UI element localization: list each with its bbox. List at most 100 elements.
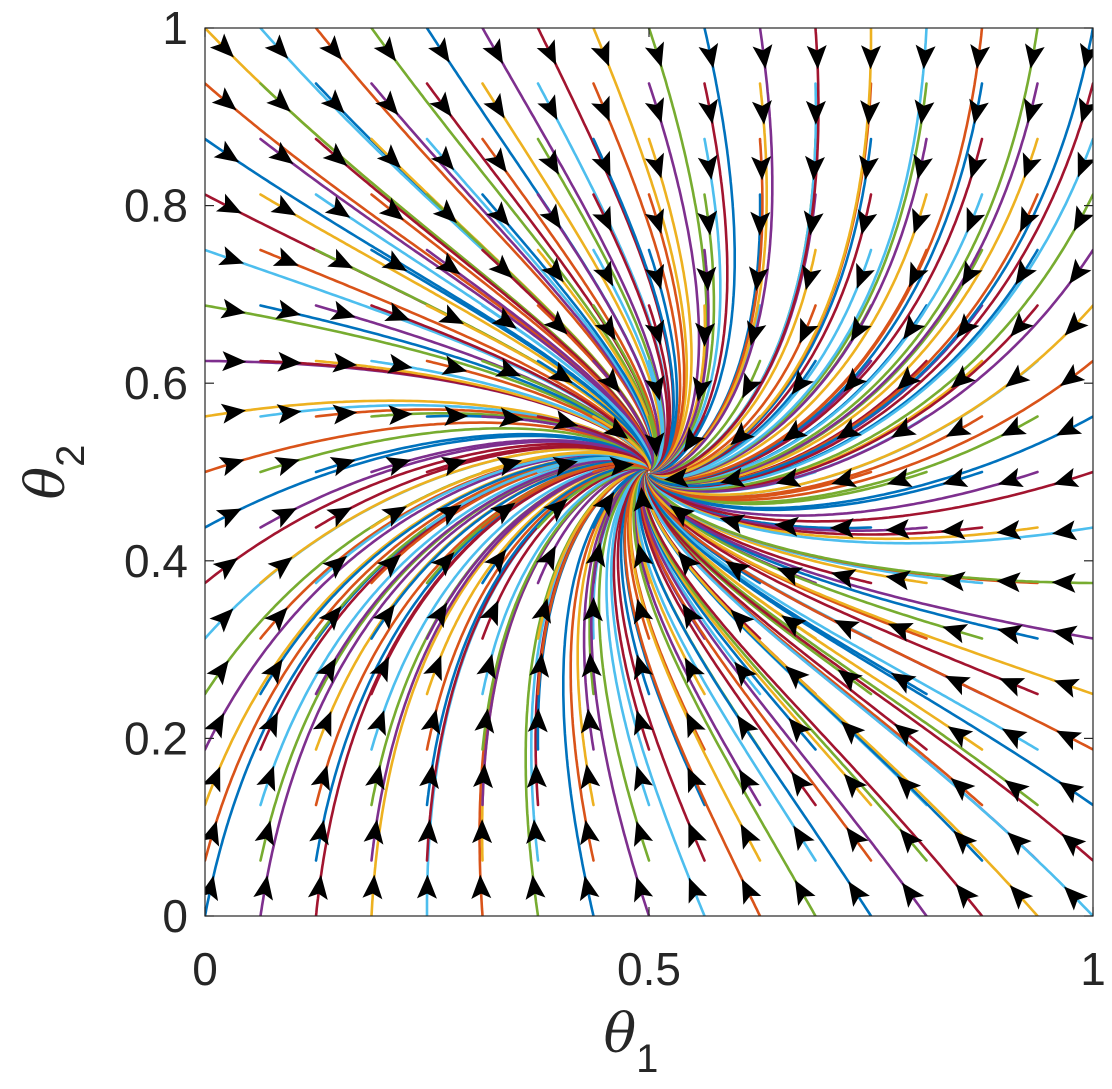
stream-arrowhead xyxy=(365,764,385,791)
streamline xyxy=(650,137,722,475)
streamline xyxy=(645,474,984,751)
stream-arrowhead xyxy=(597,367,621,393)
stream-arrowhead xyxy=(730,421,755,446)
stream-arrowhead xyxy=(633,486,654,512)
streamline xyxy=(628,471,762,862)
stream-arrowhead xyxy=(942,467,969,487)
stream-arrowhead xyxy=(843,773,868,799)
stream-arrowhead xyxy=(538,148,559,175)
x-tick-label: 0.5 xyxy=(617,943,681,995)
stream-arrowhead xyxy=(495,357,522,377)
streamline xyxy=(651,28,774,476)
stream-arrowhead xyxy=(997,624,1023,645)
stream-arrowhead xyxy=(585,542,606,568)
stream-arrowhead xyxy=(206,660,229,686)
streamline xyxy=(370,463,650,751)
stream-arrowhead xyxy=(860,100,881,125)
stream-arrowhead xyxy=(320,89,345,114)
streamline xyxy=(648,137,984,483)
stream-arrowhead xyxy=(381,506,407,527)
streamline xyxy=(314,452,649,585)
stream-arrowhead xyxy=(940,571,966,592)
stream-arrowhead xyxy=(315,657,337,684)
stream-arrowhead xyxy=(435,504,462,526)
streamline xyxy=(314,137,654,472)
stream-arrowhead xyxy=(730,609,755,634)
streamline xyxy=(649,193,873,479)
stream-arrowhead xyxy=(1022,152,1042,179)
stream-arrowhead xyxy=(740,823,761,850)
x-tick-label: 0 xyxy=(192,943,218,995)
stream-arrowhead xyxy=(644,375,665,401)
stream-arrowhead xyxy=(901,882,925,908)
stream-arrowhead xyxy=(220,403,246,424)
stream-arrowhead xyxy=(205,875,219,902)
stream-arrowhead xyxy=(525,874,546,900)
stream-arrowhead xyxy=(1058,781,1085,804)
stream-arrowhead xyxy=(416,874,437,899)
stream-arrowhead xyxy=(1073,205,1093,232)
stream-arrowhead xyxy=(543,498,568,523)
stream-arrowhead xyxy=(698,98,718,125)
stream-arrowhead xyxy=(482,38,504,64)
stream-arrowhead xyxy=(552,456,578,477)
stream-arrowhead xyxy=(274,456,301,477)
stream-arrowhead xyxy=(956,313,980,339)
stream-arrowhead xyxy=(1000,416,1027,437)
streamline xyxy=(592,469,649,529)
streamline xyxy=(623,470,762,916)
streamline xyxy=(425,248,654,470)
stream-arrowhead xyxy=(258,711,278,738)
stream-arrowhead xyxy=(791,771,814,797)
streamline xyxy=(642,472,984,916)
stream-arrowhead xyxy=(683,426,706,453)
stream-arrowhead xyxy=(663,467,689,488)
stream-arrowhead xyxy=(432,199,458,224)
stream-arrowhead xyxy=(441,355,468,375)
streamline xyxy=(481,467,649,751)
stream-arrowhead xyxy=(205,766,221,793)
stream-arrowhead xyxy=(387,353,413,374)
streamline xyxy=(259,193,653,472)
stream-arrowhead xyxy=(885,518,910,539)
stream-arrowhead xyxy=(944,675,971,696)
streamline xyxy=(609,470,706,916)
stream-arrowhead xyxy=(329,457,356,477)
stream-arrowhead xyxy=(209,608,234,633)
stream-arrowhead xyxy=(526,819,547,845)
stream-arrowhead xyxy=(420,709,441,735)
stream-arrowhead xyxy=(829,518,854,539)
stream-arrowhead xyxy=(894,723,920,747)
stream-arrowhead xyxy=(327,248,354,269)
stream-arrowhead xyxy=(802,264,822,291)
streamline xyxy=(259,426,652,474)
stream-arrowhead xyxy=(885,570,911,591)
stream-arrowhead xyxy=(419,763,439,790)
stream-arrowhead xyxy=(969,98,989,125)
stream-arrowhead xyxy=(266,88,291,112)
stream-arrowhead xyxy=(479,600,499,627)
stream-arrowhead xyxy=(579,875,600,902)
stream-arrowhead xyxy=(490,502,516,525)
stream-arrowhead xyxy=(1005,364,1031,388)
streamline xyxy=(259,459,650,916)
streamline xyxy=(649,28,1093,488)
stream-arrowhead xyxy=(267,556,293,580)
streamline xyxy=(481,193,657,470)
stream-arrowhead xyxy=(698,42,719,69)
stream-arrowhead xyxy=(580,764,601,790)
stream-arrowhead xyxy=(776,567,803,587)
stream-arrowhead xyxy=(793,825,815,852)
stream-arrowhead xyxy=(803,210,824,236)
stream-arrowhead xyxy=(264,34,289,59)
streamline xyxy=(647,193,686,474)
stream-arrowhead xyxy=(914,99,935,125)
stream-arrowhead xyxy=(996,519,1022,540)
stream-arrowhead xyxy=(1004,779,1030,803)
stream-arrowhead xyxy=(644,432,665,458)
stream-arrowhead xyxy=(218,246,245,266)
stream-arrowhead xyxy=(794,880,816,906)
streamline xyxy=(649,248,873,479)
stream-arrowhead xyxy=(890,672,917,694)
